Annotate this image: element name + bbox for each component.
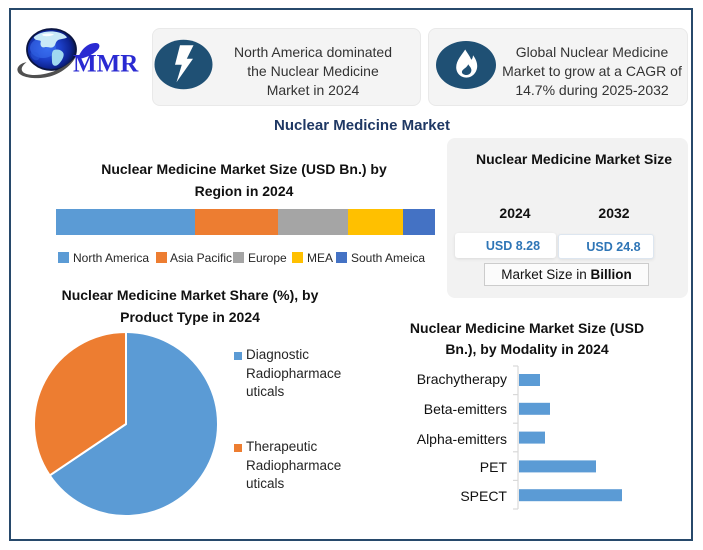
svg-text:MMR: MMR (73, 51, 139, 78)
